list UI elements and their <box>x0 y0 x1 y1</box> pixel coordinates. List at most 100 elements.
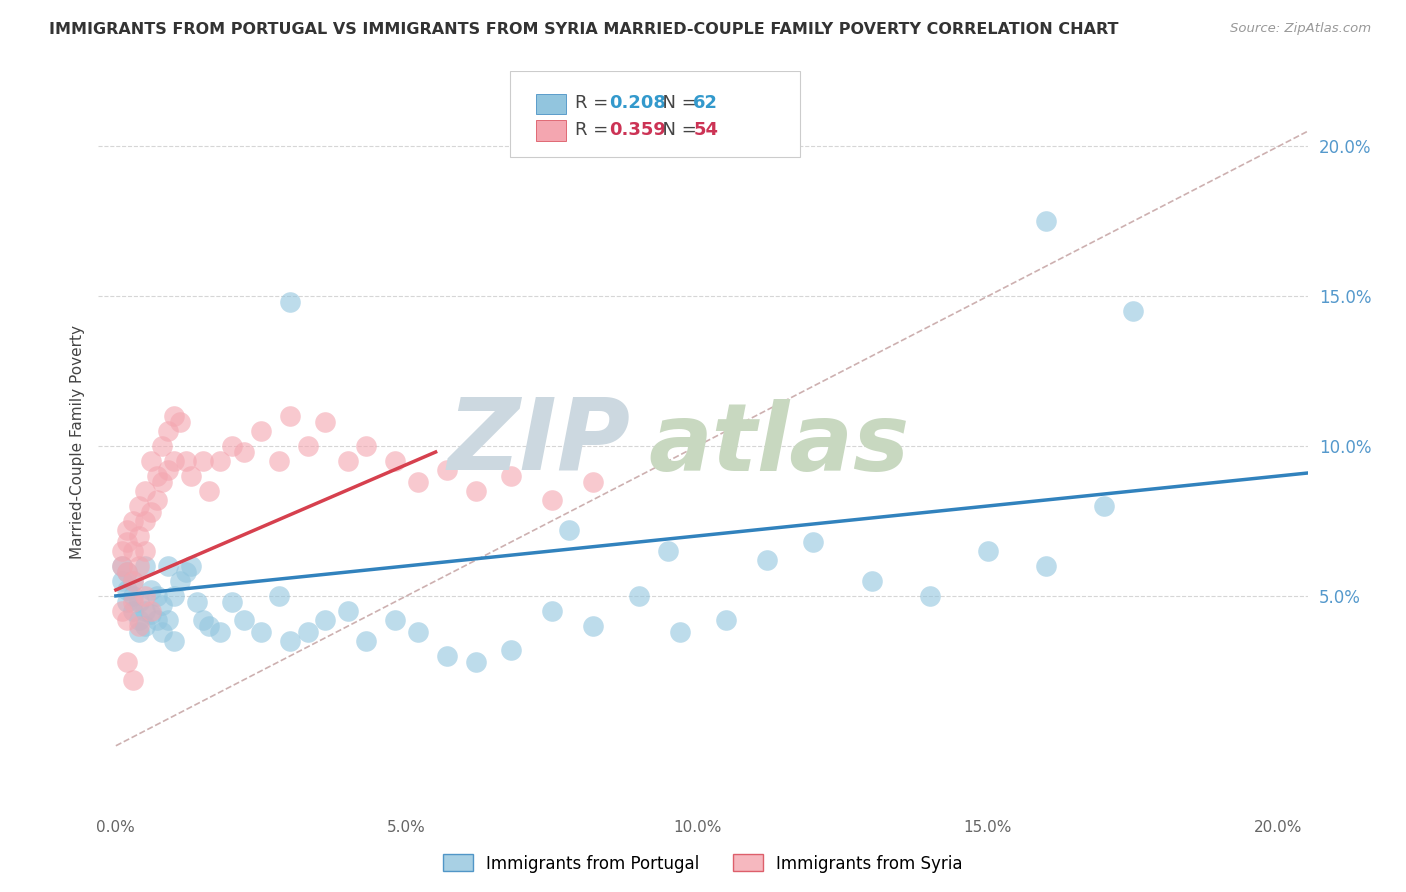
Point <box>122 544 145 558</box>
Point <box>501 469 523 483</box>
Point <box>111 604 134 618</box>
Point <box>157 558 180 573</box>
Point <box>128 595 150 609</box>
Point <box>436 648 458 663</box>
Point <box>163 409 186 423</box>
Point <box>716 613 738 627</box>
Point <box>134 589 156 603</box>
Point <box>628 589 651 603</box>
Point <box>540 604 562 618</box>
Point <box>186 595 208 609</box>
Point <box>354 439 377 453</box>
Point <box>134 604 156 618</box>
Point <box>128 529 150 543</box>
Point <box>232 613 254 627</box>
Point <box>1035 214 1057 228</box>
Point <box>145 589 167 603</box>
Point <box>803 535 825 549</box>
Point <box>918 589 941 603</box>
Point <box>150 439 173 453</box>
Point <box>314 613 336 627</box>
Point <box>657 544 679 558</box>
Point <box>581 475 603 489</box>
Point <box>337 604 360 618</box>
Point <box>139 505 162 519</box>
Point <box>232 445 254 459</box>
Point <box>122 514 145 528</box>
Point <box>406 624 429 639</box>
Point <box>250 424 273 438</box>
Point <box>117 582 139 597</box>
Point <box>501 643 523 657</box>
Point <box>1122 304 1144 318</box>
Point <box>209 624 232 639</box>
Point <box>134 514 156 528</box>
Point <box>117 613 139 627</box>
Point <box>122 589 145 603</box>
Point <box>267 589 290 603</box>
Point <box>150 598 173 612</box>
Point <box>111 574 134 588</box>
Text: 0.208: 0.208 <box>609 95 665 112</box>
Point <box>150 475 173 489</box>
Point <box>117 565 139 579</box>
Point <box>157 463 180 477</box>
Point <box>221 439 243 453</box>
Point <box>128 558 150 573</box>
Point <box>145 613 167 627</box>
Point <box>465 655 488 669</box>
Point <box>180 469 202 483</box>
Point <box>860 574 883 588</box>
Point <box>157 613 180 627</box>
Point <box>198 483 221 498</box>
FancyBboxPatch shape <box>536 120 567 141</box>
Point <box>1092 499 1115 513</box>
Point <box>128 613 150 627</box>
Point <box>145 469 167 483</box>
Point <box>278 633 301 648</box>
Text: R =: R = <box>575 95 614 112</box>
Point <box>111 558 134 573</box>
Point <box>755 553 778 567</box>
Point <box>139 454 162 468</box>
Point <box>122 595 145 609</box>
Y-axis label: Married-Couple Family Poverty: Married-Couple Family Poverty <box>69 325 84 558</box>
Point <box>174 565 197 579</box>
Point <box>384 454 406 468</box>
Point <box>436 463 458 477</box>
Legend: Immigrants from Portugal, Immigrants from Syria: Immigrants from Portugal, Immigrants fro… <box>436 847 970 880</box>
Point <box>169 415 191 429</box>
Text: R =: R = <box>575 120 614 139</box>
Text: atlas: atlas <box>648 400 910 491</box>
Point <box>134 619 156 633</box>
Point <box>139 607 162 621</box>
Point <box>145 493 167 508</box>
Point <box>278 409 301 423</box>
Point <box>406 475 429 489</box>
Point <box>122 604 145 618</box>
Point <box>157 424 180 438</box>
Point <box>128 499 150 513</box>
Point <box>977 544 1000 558</box>
Text: 54: 54 <box>693 120 718 139</box>
Point <box>122 574 145 588</box>
Point <box>122 673 145 687</box>
Point <box>384 613 406 627</box>
Point <box>111 558 134 573</box>
Text: IMMIGRANTS FROM PORTUGAL VS IMMIGRANTS FROM SYRIA MARRIED-COUPLE FAMILY POVERTY : IMMIGRANTS FROM PORTUGAL VS IMMIGRANTS F… <box>49 22 1119 37</box>
Point <box>163 454 186 468</box>
Point <box>122 574 145 588</box>
Point <box>139 582 162 597</box>
FancyBboxPatch shape <box>536 94 567 114</box>
Point <box>134 544 156 558</box>
Point <box>128 624 150 639</box>
Point <box>558 523 581 537</box>
Point <box>117 535 139 549</box>
Point <box>337 454 360 468</box>
Point <box>169 574 191 588</box>
Point <box>117 655 139 669</box>
Point <box>117 595 139 609</box>
Point <box>209 454 232 468</box>
Point <box>163 589 186 603</box>
Text: 62: 62 <box>693 95 718 112</box>
